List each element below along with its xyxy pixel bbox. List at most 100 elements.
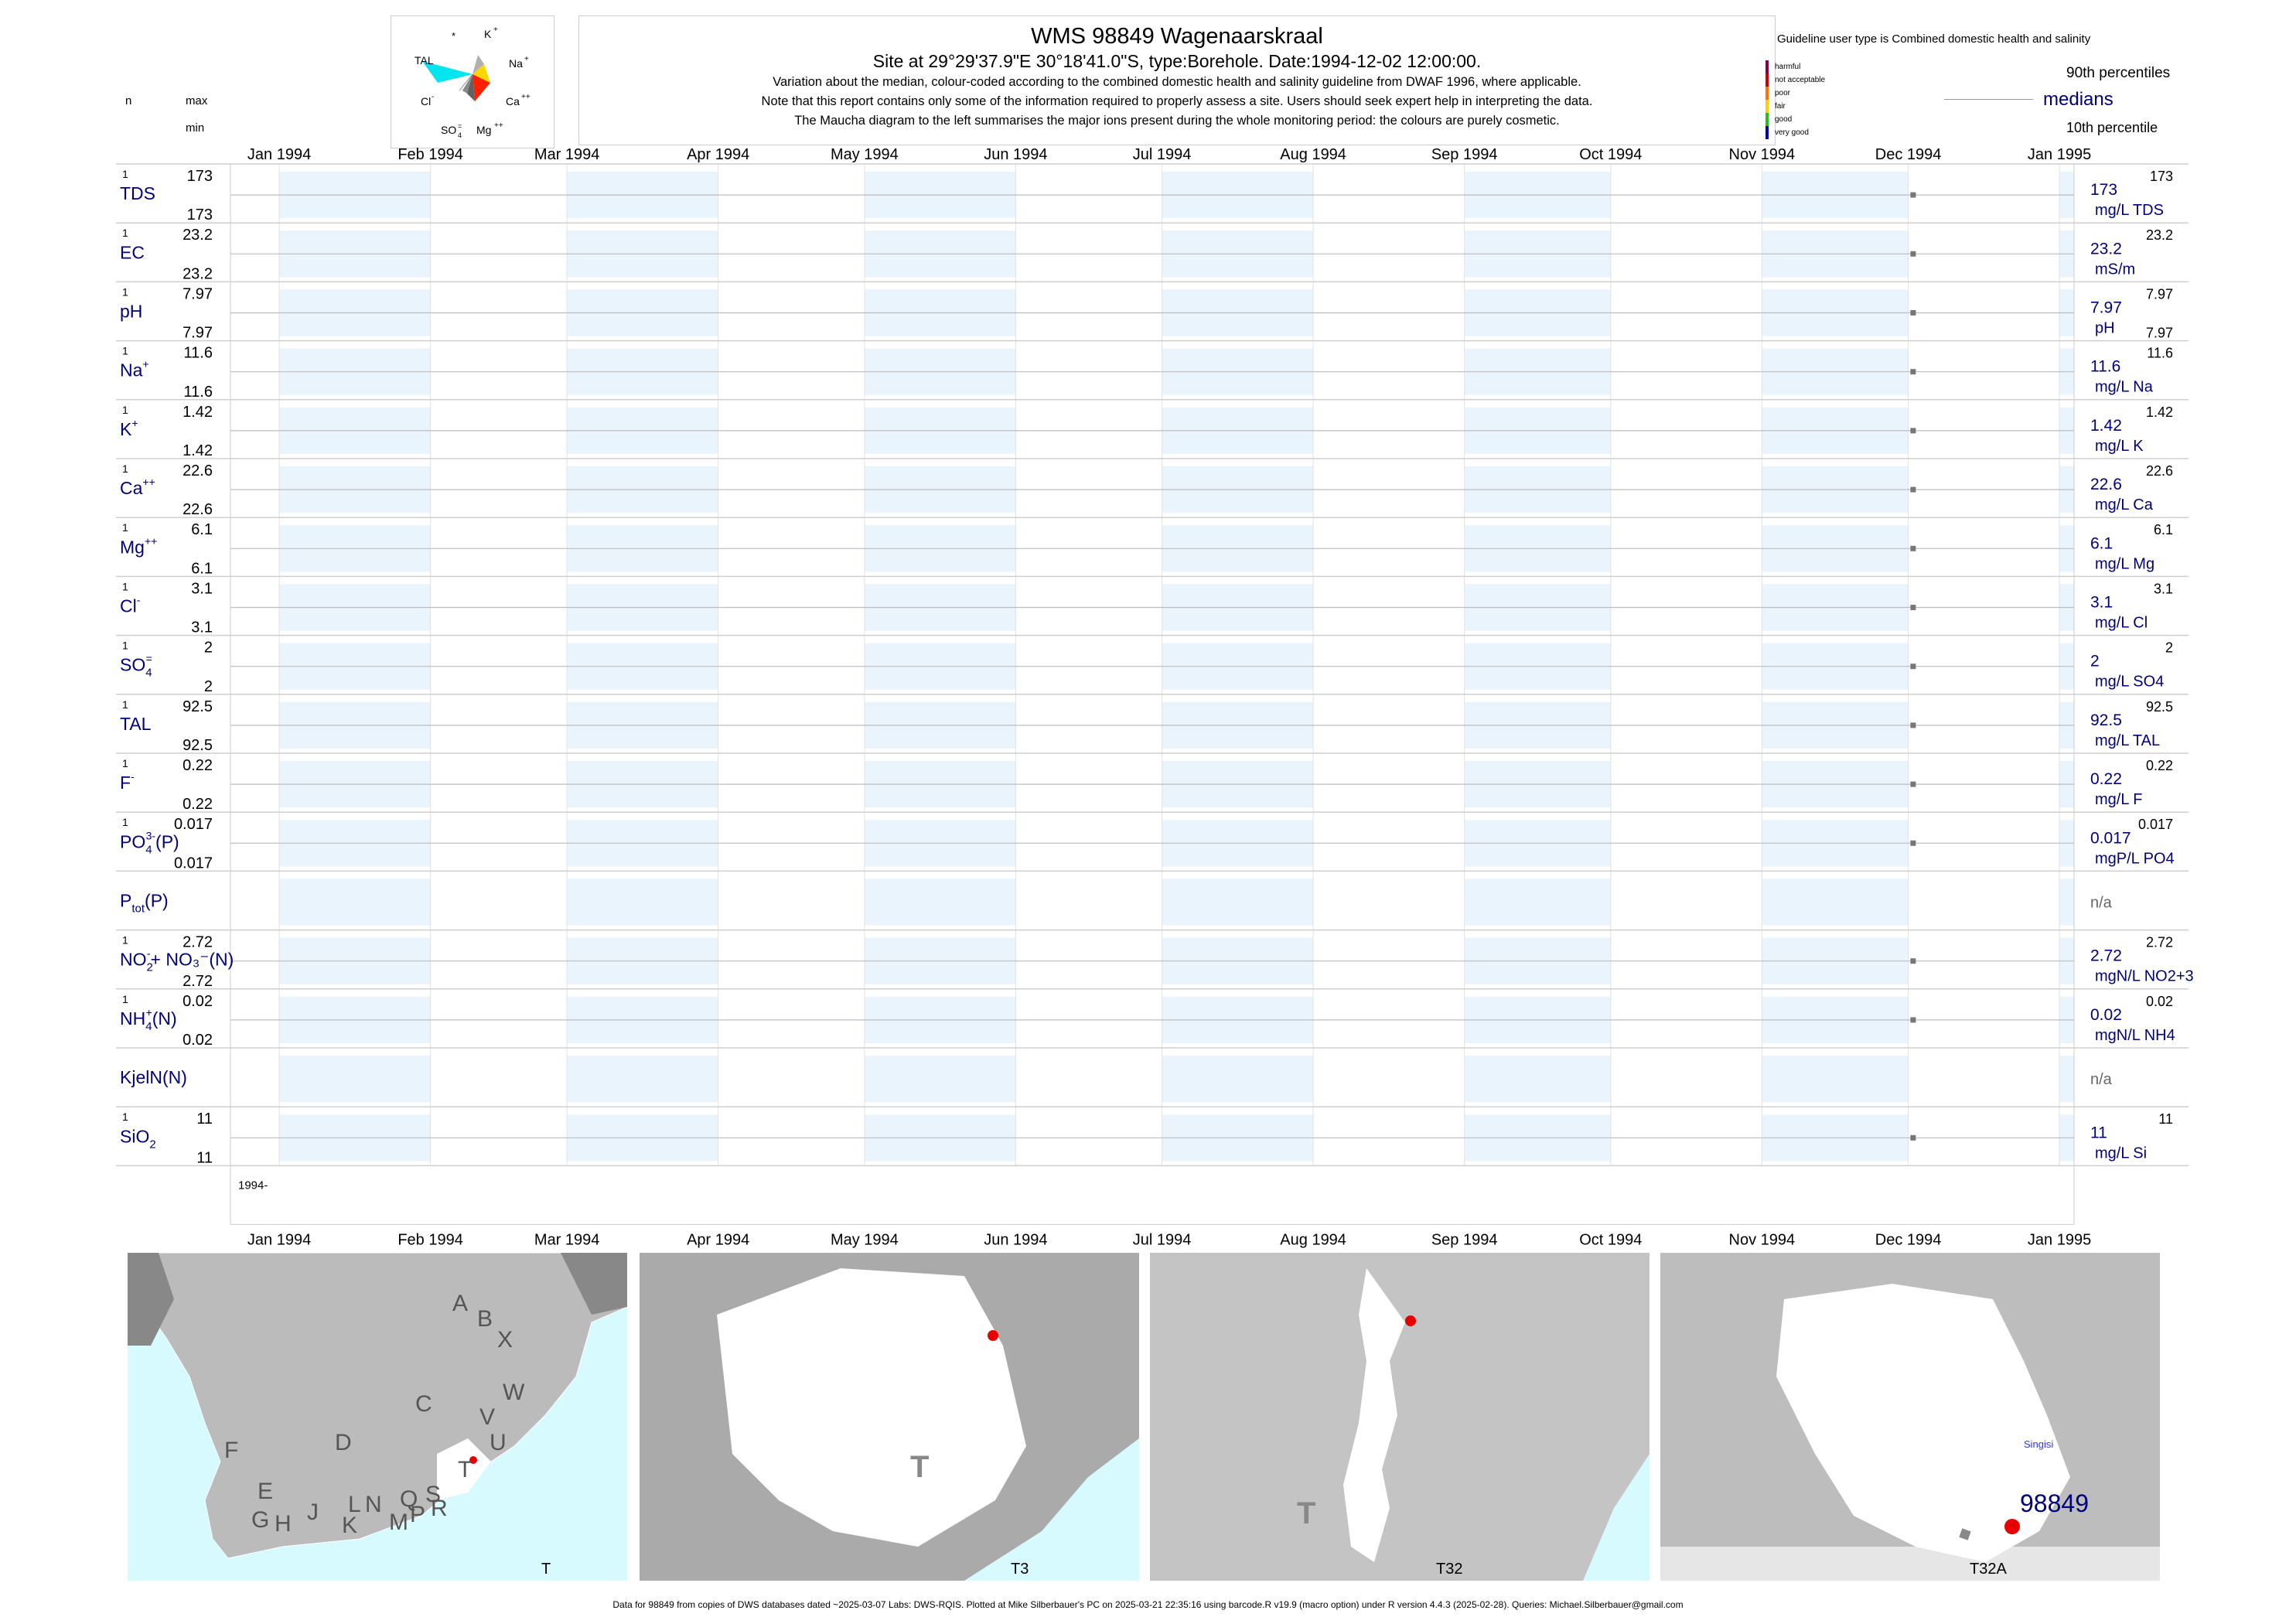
x-tick-label-top: Nov 1994 — [1729, 146, 1796, 163]
guideline-label: very good — [1775, 128, 1809, 137]
sample-point — [1910, 369, 1916, 375]
x-tick-label-top: Jan 1994 — [247, 146, 311, 163]
map-t32-caption: T32 — [1436, 1561, 1462, 1578]
median-value-label: 11.6 — [2090, 358, 2120, 376]
map-t3-caption: T3 — [1011, 1561, 1029, 1578]
min-label: 0.017 — [174, 855, 213, 872]
map-region-letter: L — [348, 1492, 361, 1517]
sample-point — [1910, 1134, 1916, 1141]
count-label: 1 — [122, 1111, 128, 1123]
p90-value-label: 2 — [2165, 640, 2173, 656]
guideline-swatch — [1765, 126, 1769, 139]
footer-note: Data for 98849 from copies of DWS databa… — [612, 1599, 1684, 1610]
p90-value-label: 3.1 — [2154, 581, 2173, 596]
map-t32a-caption: T32A — [1970, 1561, 2007, 1578]
x-tick-label-top: Sep 1994 — [1431, 146, 1498, 163]
guideline-swatch — [1765, 100, 1769, 113]
maucha-so4-wedge — [462, 74, 473, 94]
variable-label: NH4+(N) — [120, 1006, 177, 1033]
map-region-letter: D — [335, 1430, 352, 1455]
p90-value-label: 22.6 — [2146, 463, 2173, 479]
title-box: WMS 98849 Wagenaarskraal Site at 29°29'3… — [578, 15, 1776, 145]
count-label: 1 — [122, 934, 128, 947]
median-value-label: n/a — [2090, 1071, 2113, 1088]
maucha-star-label: * — [452, 30, 455, 42]
svg-text:++: ++ — [494, 121, 503, 130]
p90-value-label: 92.5 — [2146, 699, 2173, 715]
variable-row: SO4=1 2 2 2 mg/L SO4 2 — [116, 634, 2189, 695]
map-region-letter: C — [415, 1391, 432, 1417]
maucha-mg-label: Mg — [476, 124, 491, 136]
month-band — [279, 1056, 431, 1103]
note-2: Note that this report contains only some… — [761, 94, 1593, 108]
svg-text:+: + — [524, 55, 529, 63]
site-subtitle: Site at 29°29'37.9"E 30°18'41.0"S, type:… — [872, 51, 1482, 71]
month-band — [1162, 1056, 1314, 1103]
x-tick-label-top: May 1994 — [831, 146, 899, 163]
guideline-label: good — [1775, 115, 1793, 124]
sample-point — [1910, 840, 1916, 846]
p90-value-label: 0.02 — [2146, 994, 2173, 1009]
x-tick-label-bottom: Apr 1994 — [687, 1231, 749, 1248]
map-t3: T T3 — [640, 1253, 1139, 1581]
month-band — [2059, 879, 2074, 926]
variable-row: Na+1 11.6 11.6 11.6 mg/L Na 11.6 — [116, 339, 2189, 401]
p90-value-label: 7.97 — [2146, 286, 2173, 302]
count-label: 1 — [122, 285, 128, 298]
variable-row: F-1 0.22 0.22 0.22 mg/L F 0.22 — [116, 752, 2189, 813]
median-value-label: 1.42 — [2090, 417, 2122, 435]
x-tick-label-top: Dec 1994 — [1875, 146, 1942, 163]
col-min: min — [186, 121, 205, 135]
x-tick-label-bottom: Jun 1994 — [984, 1231, 1047, 1248]
p90-value-label: 11.6 — [2147, 346, 2173, 361]
map-region-letter: X — [497, 1327, 513, 1353]
min-label: 11 — [196, 1149, 213, 1166]
median-value-label: 2.72 — [2090, 947, 2122, 965]
map-t-caption: T — [541, 1561, 551, 1578]
x-tick-label-bottom: Jul 1994 — [1133, 1231, 1192, 1248]
map-region-letter: N — [365, 1492, 382, 1517]
x-tick-label-top: Jan 1995 — [2028, 146, 2091, 163]
map-region-letter: H — [275, 1511, 292, 1537]
min-label: 22.6 — [183, 501, 213, 518]
month-band — [567, 879, 718, 926]
variable-row: Cl- 1 3.1 3.1 3.1 mg/L Cl 3.1 — [116, 575, 2189, 636]
variable-row: Ptot(P) n/a — [116, 870, 2189, 916]
map-region-letter: M — [389, 1510, 408, 1535]
unit-label: mg/L Ca — [2095, 496, 2154, 513]
variable-label: Mg++ — [120, 534, 157, 557]
variable-label: Na+ — [120, 358, 149, 380]
x-tick-label-bottom: Oct 1994 — [1579, 1231, 1642, 1248]
x-tick-label-top: Oct 1994 — [1579, 146, 1642, 163]
p10-label: 10th percentile — [2066, 120, 2158, 135]
variable-label: KjelN(N) — [120, 1067, 187, 1087]
unit-label: mS/m — [2095, 261, 2135, 278]
maucha-svg: * K + TAL Na + Cl - Ca ++ SO 4 = Mg ++ — [415, 26, 531, 139]
unit-label: mg/L TDS — [2095, 202, 2164, 219]
map-region-letter: S — [425, 1482, 441, 1507]
guideline-swatch — [1765, 60, 1769, 73]
guideline-swatch — [1765, 73, 1769, 87]
max-label: 1.42 — [183, 404, 213, 421]
max-label: 11 — [196, 1111, 213, 1128]
x-tick-label-bottom: Mar 1994 — [534, 1231, 600, 1248]
x-tick-label-bottom: May 1994 — [831, 1231, 899, 1248]
p90-value-label: 1.42 — [2146, 404, 2173, 420]
min-label: 6.1 — [191, 560, 213, 577]
month-band — [279, 879, 431, 926]
map-t32-letter: T — [1297, 1496, 1315, 1530]
p10-value-label: 7.97 — [2146, 326, 2173, 341]
x-tick-label-top: Jun 1994 — [984, 146, 1047, 163]
x-tick-label-top: Apr 1994 — [687, 146, 749, 163]
maucha-ca-label: Ca — [506, 95, 520, 107]
p90-value-label: 23.2 — [2146, 227, 2173, 243]
x-year-label: 1994- — [238, 1179, 268, 1192]
variable-row: Mg++1 6.1 6.1 6.1 mg/L Mg 6.1 — [116, 517, 2189, 577]
guideline-label: harmful — [1775, 63, 1801, 71]
maucha-so4-label: SO — [441, 124, 456, 136]
count-label: 1 — [122, 580, 128, 592]
maucha-k-wedge — [473, 55, 484, 74]
max-label: 6.1 — [191, 521, 213, 538]
min-label: 0.02 — [183, 1032, 213, 1049]
min-label: 3.1 — [191, 619, 213, 636]
